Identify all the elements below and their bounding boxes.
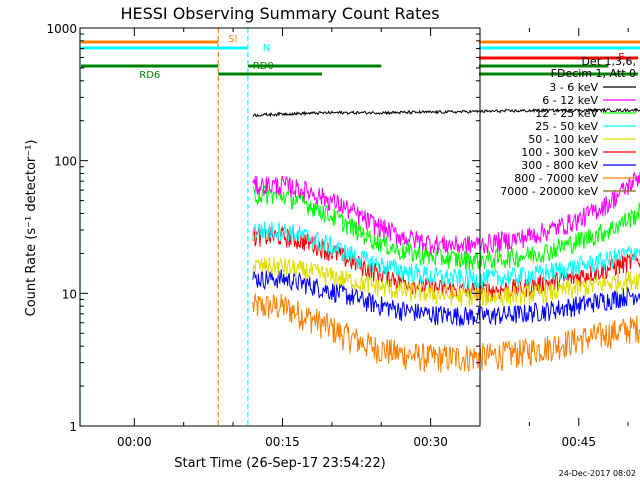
legend-entry: 3 - 6 keV — [549, 81, 636, 94]
y-tick-label: 10 — [62, 287, 77, 301]
legend-label: 25 - 50 keV — [535, 120, 598, 133]
series-line — [252, 293, 640, 373]
y-tick-label: 1 — [69, 420, 77, 434]
legend-header-line-1: Det 1,3,6, — [581, 55, 636, 68]
y-axis: 1 10 100 1000 — [46, 22, 480, 434]
legend-entry: 7000 - 20000 keV — [500, 185, 636, 198]
legend-entry: 50 - 100 keV — [528, 133, 636, 146]
legend-entry: 300 - 800 keV — [521, 159, 636, 172]
plot-frame — [79, 27, 481, 427]
series-line — [252, 256, 640, 308]
legend-entry: 100 - 300 keV — [521, 146, 636, 159]
legend-entry: 12 - 25 keV — [535, 107, 636, 120]
data-series — [252, 107, 640, 373]
legend-label: 6 - 12 keV — [542, 94, 598, 107]
legend-label: 300 - 800 keV — [521, 159, 598, 172]
flag-label-f: F — [618, 52, 624, 63]
legend-entry: 800 - 7000 keV — [514, 172, 636, 185]
series-line — [252, 184, 640, 271]
legend-label: 800 - 7000 keV — [514, 172, 598, 185]
series-line — [252, 107, 640, 118]
legend-label: 3 - 6 keV — [549, 81, 598, 94]
series-line — [252, 221, 640, 290]
legend-entry: 25 - 50 keV — [535, 120, 636, 133]
y-tick-label: 1000 — [46, 22, 77, 36]
flag-label-rd6: RD6 — [139, 70, 160, 81]
flag-label-si: SI — [228, 34, 237, 45]
series-line — [252, 171, 640, 256]
legend-label: 7000 - 20000 keV — [500, 185, 598, 198]
y-tick-label: 100 — [54, 155, 77, 169]
legend-entry: 6 - 12 keV — [542, 94, 636, 107]
legend-header-line-2: FDecim 1, Att 0 — [551, 67, 636, 80]
y-axis-label: Count Rate (s⁻¹ detector⁻¹) — [24, 140, 39, 317]
x-tick-label: 00:45 — [561, 435, 596, 449]
x-axis-label: Start Time (26-Sep-17 23:54:22) — [174, 456, 385, 471]
flag-label-rd0: RD0 — [253, 61, 274, 72]
chart-title: HESSI Observing Summary Count Rates — [120, 4, 439, 23]
x-tick-label: 00:30 — [413, 435, 448, 449]
x-tick-label: 00:15 — [265, 435, 300, 449]
legend-label: 100 - 300 keV — [521, 146, 598, 159]
series-line — [252, 269, 640, 327]
x-tick-label: 00:00 — [117, 435, 152, 449]
flag-bars: SI N RD0 RD6 F — [81, 34, 640, 81]
legend-label: 50 - 100 keV — [528, 133, 598, 146]
flag-label-n: N — [263, 43, 270, 54]
footer-date: 24-Dec-2017 08:02 — [559, 469, 636, 478]
legend-label: 12 - 25 keV — [535, 107, 598, 120]
